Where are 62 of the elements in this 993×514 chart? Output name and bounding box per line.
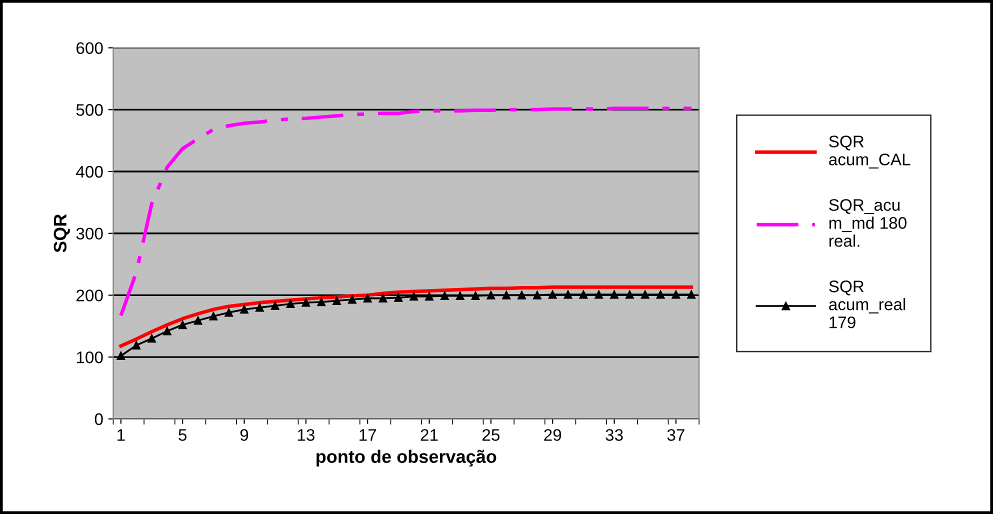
x-tick-label: 29 bbox=[544, 429, 562, 441]
point bbox=[610, 290, 618, 299]
point bbox=[548, 290, 557, 299]
point bbox=[533, 291, 542, 300]
point bbox=[348, 295, 356, 304]
point bbox=[256, 303, 264, 312]
point bbox=[332, 296, 341, 305]
point bbox=[456, 292, 464, 300]
point bbox=[162, 326, 172, 336]
point bbox=[148, 334, 156, 343]
y-axis-title: SQR bbox=[54, 214, 70, 252]
x-tick-label: 25 bbox=[482, 429, 500, 441]
x-tick-label: 21 bbox=[420, 429, 438, 441]
y-tick-label: 200 bbox=[76, 290, 103, 302]
point bbox=[440, 292, 449, 300]
y-tick-label: 400 bbox=[76, 166, 103, 178]
point bbox=[286, 300, 295, 308]
x-tick-label: 17 bbox=[360, 429, 376, 441]
line-series bbox=[119, 106, 694, 318]
point bbox=[410, 292, 418, 301]
point bbox=[579, 290, 588, 299]
point bbox=[116, 352, 126, 360]
y-tick-label: 300 bbox=[76, 228, 103, 240]
point bbox=[672, 290, 680, 299]
point bbox=[178, 320, 187, 330]
x-tick-label: 5 bbox=[178, 429, 187, 441]
point bbox=[209, 312, 218, 320]
y-tick-label: 500 bbox=[76, 104, 103, 116]
y-tick-label: 600 bbox=[76, 42, 103, 54]
point bbox=[378, 294, 388, 302]
point bbox=[518, 291, 526, 300]
legend-label: SQR acum_real 179 bbox=[829, 280, 906, 328]
point bbox=[564, 290, 572, 299]
x-tick-label: 1 bbox=[118, 429, 125, 441]
point bbox=[640, 290, 650, 299]
point bbox=[594, 290, 604, 299]
x-tick-label: 33 bbox=[606, 429, 623, 441]
point bbox=[194, 316, 202, 325]
point bbox=[132, 341, 140, 350]
y-tick-label: 0 bbox=[94, 413, 103, 426]
legend-label: SQR_acu m_md 180 real. bbox=[829, 199, 906, 247]
x-tick-label: 13 bbox=[298, 429, 314, 441]
point bbox=[270, 302, 280, 310]
point bbox=[626, 290, 634, 299]
point bbox=[363, 294, 372, 302]
point bbox=[502, 291, 511, 300]
point bbox=[302, 298, 310, 307]
legend-label: SQR acum_CAL bbox=[829, 136, 910, 169]
point bbox=[656, 290, 665, 299]
x-axis-title: ponto de observação bbox=[316, 450, 496, 467]
point bbox=[394, 294, 403, 302]
point bbox=[240, 305, 248, 314]
x-tick-label: 9 bbox=[240, 429, 248, 441]
point bbox=[425, 292, 434, 301]
line-series bbox=[119, 285, 694, 348]
point bbox=[471, 292, 480, 300]
point bbox=[687, 290, 696, 299]
point bbox=[486, 291, 496, 300]
point bbox=[224, 308, 233, 317]
point bbox=[317, 298, 326, 306]
y-tick-label: 100 bbox=[76, 351, 103, 364]
x-tick-label: 37 bbox=[667, 429, 684, 441]
